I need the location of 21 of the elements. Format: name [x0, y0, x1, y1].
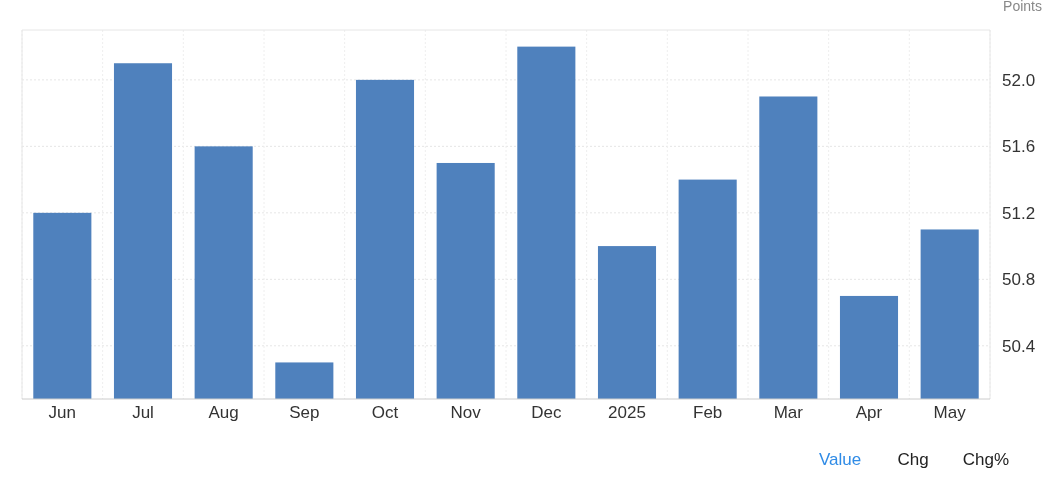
- x-tick-label: Nov: [450, 403, 482, 422]
- x-tick-label: Sep: [289, 403, 320, 422]
- y-axis-title: Points: [1003, 0, 1042, 14]
- x-tick-label: Jul: [132, 403, 154, 422]
- y-tick-label: 50.4: [1002, 336, 1036, 356]
- x-tick-label: Mar: [773, 403, 804, 422]
- x-tick-label: Apr: [855, 403, 883, 422]
- y-tick-label: 52.0: [1002, 70, 1036, 90]
- y-tick-label: 50.8: [1002, 270, 1036, 290]
- x-tick-label: Oct: [371, 403, 399, 422]
- x-tick-label: Jun: [48, 403, 77, 422]
- x-tick-label: Dec: [531, 403, 562, 422]
- x-tick-label: Aug: [208, 403, 239, 422]
- text: Value: [818, 450, 862, 469]
- x-tick-label: 2025: [608, 403, 646, 422]
- y-tick-label: 51.6: [1002, 137, 1036, 157]
- y-tick-label: 51.2: [1002, 203, 1036, 223]
- text: Chg: [897, 450, 929, 469]
- x-tick-label: Feb: [693, 403, 723, 422]
- x-tick-label: May: [933, 403, 967, 422]
- text: Chg%: [962, 450, 1010, 469]
